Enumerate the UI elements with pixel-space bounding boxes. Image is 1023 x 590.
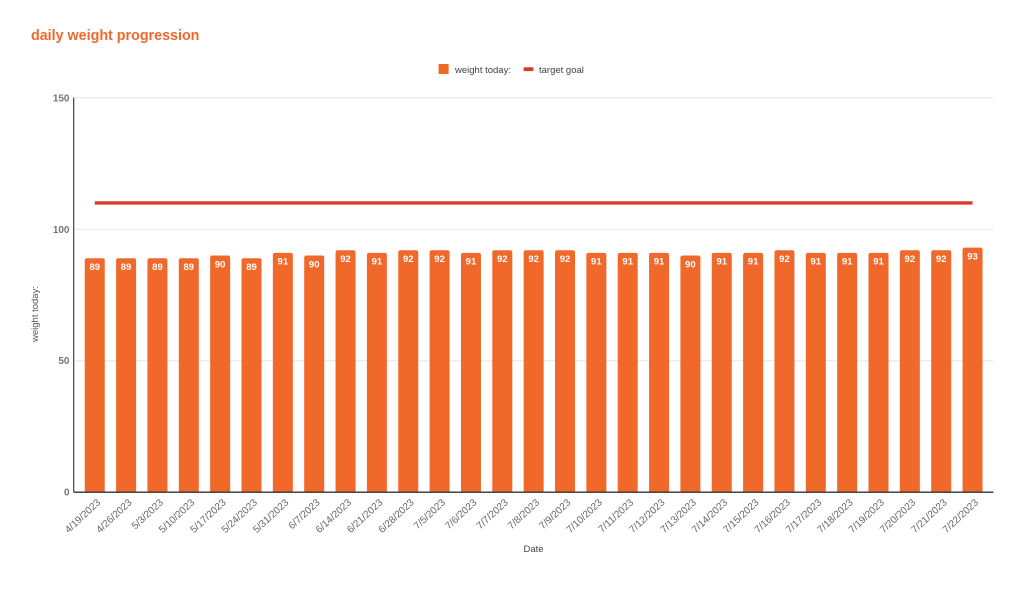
svg-text:91: 91	[873, 257, 884, 268]
svg-text:92: 92	[497, 254, 508, 265]
svg-text:89: 89	[121, 262, 132, 273]
svg-text:92: 92	[936, 254, 947, 265]
svg-text:0: 0	[64, 488, 70, 499]
svg-text:92: 92	[905, 254, 916, 265]
svg-text:91: 91	[748, 257, 759, 268]
svg-text:Date: Date	[523, 544, 543, 555]
svg-text:91: 91	[716, 257, 727, 268]
svg-text:89: 89	[246, 262, 257, 273]
svg-text:91: 91	[811, 257, 822, 268]
svg-text:91: 91	[842, 257, 853, 268]
svg-text:90: 90	[309, 259, 320, 270]
svg-text:daily weight progression: daily weight progression	[31, 28, 199, 44]
svg-text:89: 89	[152, 262, 163, 273]
svg-text:150: 150	[53, 93, 70, 104]
svg-text:92: 92	[340, 254, 351, 265]
svg-text:91: 91	[654, 257, 665, 268]
svg-text:91: 91	[591, 257, 602, 268]
svg-text:92: 92	[528, 254, 539, 265]
svg-text:100: 100	[53, 225, 70, 236]
svg-text:91: 91	[466, 257, 477, 268]
svg-text:weight today:: weight today:	[454, 65, 511, 76]
svg-text:92: 92	[434, 254, 445, 265]
svg-text:weight today:: weight today:	[30, 286, 41, 343]
svg-text:91: 91	[622, 257, 633, 268]
svg-text:91: 91	[278, 257, 289, 268]
svg-text:92: 92	[560, 254, 571, 265]
svg-text:93: 93	[967, 251, 978, 262]
svg-text:92: 92	[779, 254, 790, 265]
svg-text:target goal: target goal	[539, 65, 584, 76]
svg-text:91: 91	[372, 257, 383, 268]
svg-text:89: 89	[89, 262, 100, 273]
svg-text:89: 89	[184, 262, 195, 273]
svg-text:50: 50	[58, 356, 70, 367]
svg-text:90: 90	[685, 259, 696, 270]
svg-text:92: 92	[403, 254, 414, 265]
svg-text:90: 90	[215, 259, 226, 270]
